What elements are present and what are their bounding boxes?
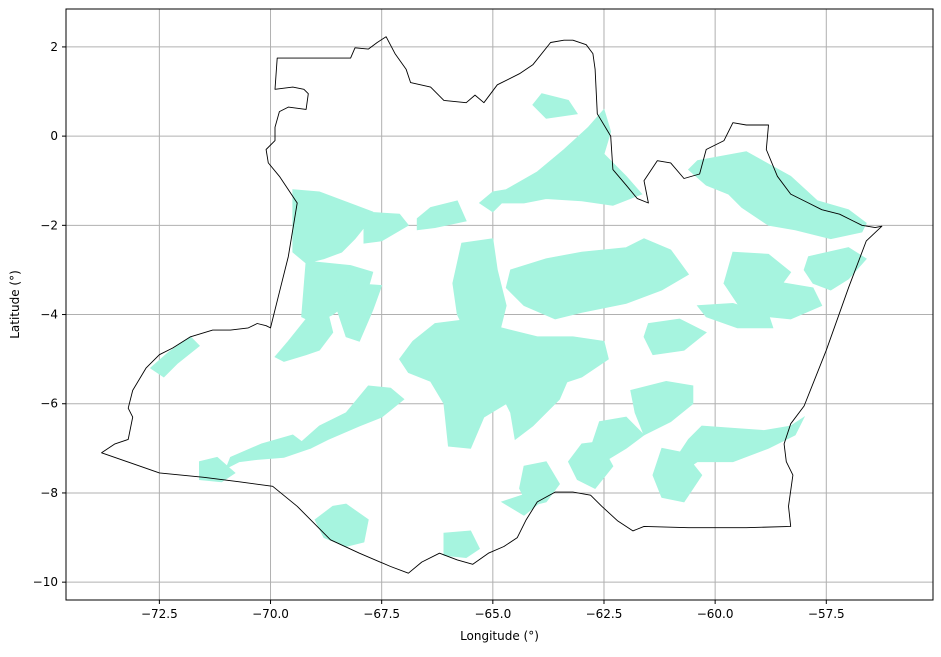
- filled-region: [803, 247, 867, 291]
- axes: [65, 8, 934, 601]
- filled-region: [274, 314, 334, 362]
- filled-region: [292, 189, 374, 264]
- filled-region: [723, 278, 823, 320]
- filled-region: [567, 441, 614, 490]
- axis-labels: Longitude (°) Latitude (°): [8, 270, 539, 643]
- x-tick-label: −67.5: [363, 607, 400, 621]
- y-tick-label: 0: [50, 129, 58, 143]
- y-tick-label: −8: [40, 486, 58, 500]
- filled-region: [496, 345, 574, 441]
- y-tick-label: −10: [33, 575, 58, 589]
- filled-region: [478, 108, 643, 213]
- filled-region: [225, 434, 312, 470]
- filled-region: [652, 447, 703, 503]
- x-tick-label: −62.5: [586, 607, 623, 621]
- y-tick-label: −2: [40, 218, 58, 232]
- filled-region: [314, 503, 369, 547]
- y-tick-label: 2: [50, 40, 58, 54]
- filled-region: [149, 336, 200, 378]
- filled-region: [532, 93, 578, 119]
- filled-region: [687, 151, 867, 240]
- boundary-layer: [101, 36, 883, 574]
- x-tick-label: −65.0: [474, 607, 511, 621]
- ticks: −72.5 −70.0 −67.5 −65.0 −62.5 −60.0 −57.5 2 0 −2 −…: [33, 40, 845, 621]
- filled-region: [416, 200, 467, 231]
- filled-region: [630, 380, 694, 436]
- x-tick-label: −57.5: [808, 607, 845, 621]
- y-tick-label: −4: [40, 308, 58, 322]
- y-axis-label: Latitude (°): [8, 270, 22, 339]
- x-tick-label: −70.0: [252, 607, 289, 621]
- filled-region: [696, 302, 774, 329]
- filled-region: [336, 282, 383, 342]
- plot-frame: [65, 8, 934, 601]
- filled-region: [505, 238, 690, 320]
- filled-regions: [149, 93, 867, 559]
- x-tick-label: −60.0: [697, 607, 734, 621]
- filled-region: [300, 385, 405, 449]
- state-boundary: [101, 36, 883, 574]
- x-axis-label: Longitude (°): [460, 629, 539, 643]
- filled-region: [643, 318, 707, 356]
- x-tick-label: −72.5: [141, 607, 178, 621]
- filled-region: [363, 211, 410, 244]
- y-tick-label: −6: [40, 397, 58, 411]
- filled-region: [443, 530, 481, 559]
